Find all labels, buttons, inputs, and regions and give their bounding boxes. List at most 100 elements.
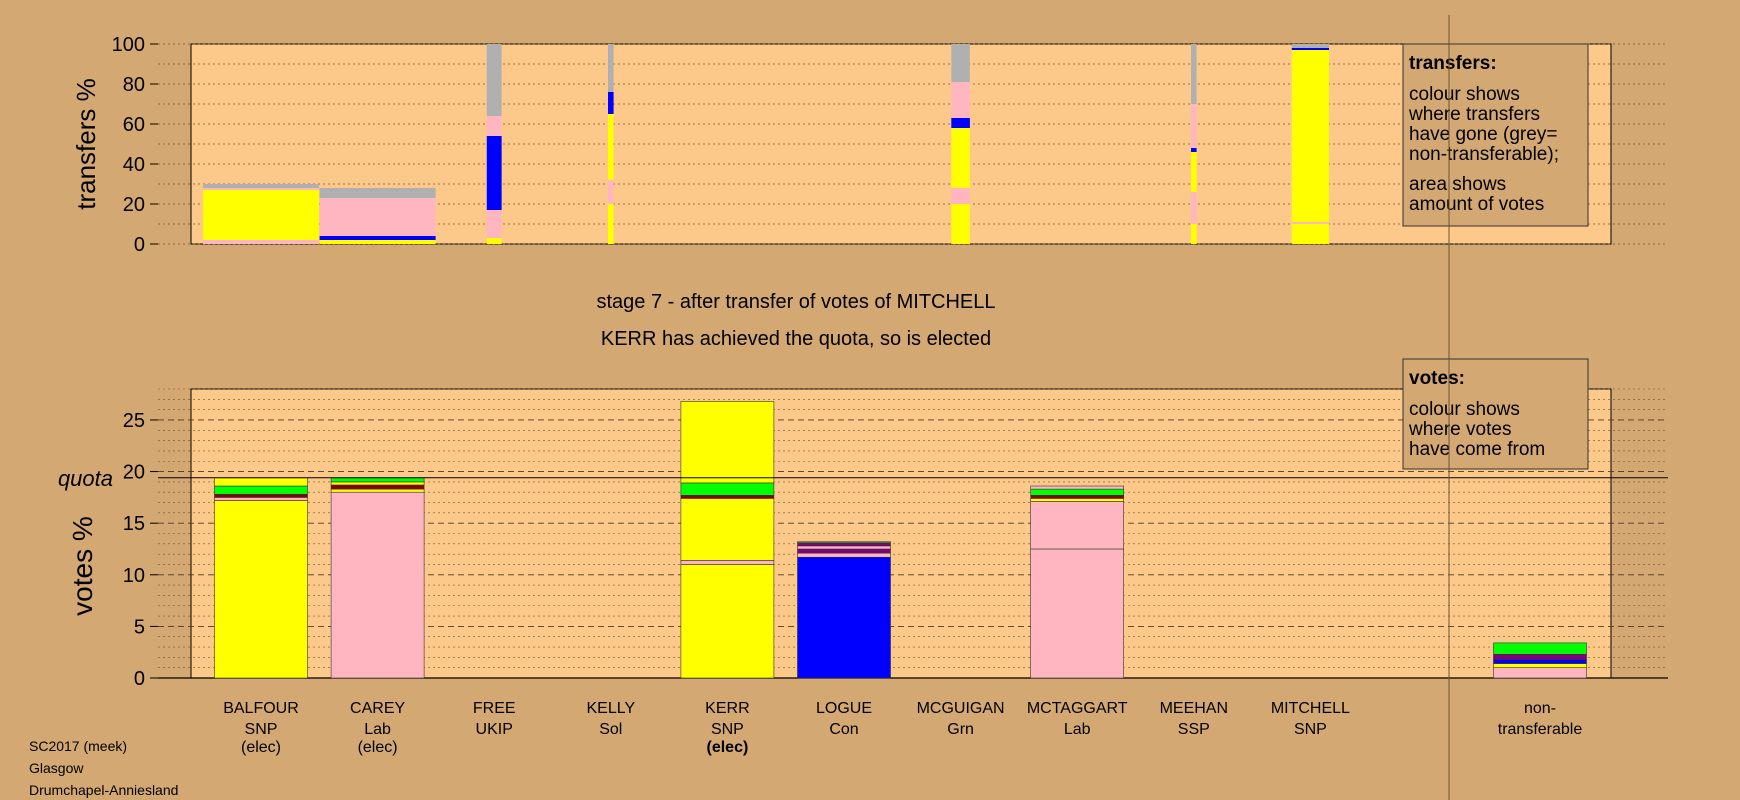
vote-segment (680, 498, 775, 561)
vote-segment (680, 482, 775, 496)
vote-segment (214, 477, 308, 487)
votes-legend-line: have come from (1409, 439, 1545, 460)
vote-segment (1030, 485, 1124, 490)
transfers-legend: transfers: colour shows where transfers … (1402, 43, 1589, 227)
vote-segment (797, 552, 891, 558)
votes-legend-line: where votes (1408, 419, 1511, 440)
transfer-segment (1291, 222, 1329, 224)
transfer-segment (608, 92, 614, 114)
candidate-party: UKIP (476, 721, 513, 738)
nontransferable-label-line: non- (1524, 700, 1556, 717)
transfer-segment (486, 116, 502, 136)
vote-segment (797, 548, 891, 554)
nontransferable-label: non- transferable (1498, 700, 1583, 738)
candidate-party: Con (829, 721, 858, 738)
transfer-segment (486, 210, 502, 238)
transfer-segment (1191, 148, 1197, 152)
transfers-tick-label: 80 (123, 74, 145, 96)
votes-tick-label: 20 (123, 462, 145, 484)
vote-segment (330, 488, 425, 493)
votes-tick-label: 5 (134, 616, 145, 638)
transfers-tick-label: 40 (123, 154, 145, 176)
candidate-party: SSP (1178, 721, 1210, 738)
footer-council: Glasgow (29, 760, 84, 776)
candidate-name: KERR (705, 700, 749, 717)
candidate-party: Grn (947, 721, 974, 738)
candidate-name: CAREY (350, 700, 405, 717)
candidate-labels: BALFOURSNP(elec)CAREYLab(elec)FREEUKIPKE… (223, 700, 1350, 756)
vote-segment (680, 560, 775, 565)
candidate-party: SNP (245, 721, 278, 738)
votes-tick-label: 15 (123, 513, 145, 535)
transfer-segment (319, 198, 436, 236)
candidate-name: KELLY (586, 700, 635, 717)
transfers-legend-box (1402, 43, 1589, 227)
vote-segment (797, 541, 891, 544)
transfer-segment (1291, 44, 1329, 48)
transfer-segment (486, 44, 502, 116)
vote-segment (330, 484, 425, 490)
candidate-name: LOGUE (816, 700, 872, 717)
transfer-segment (203, 184, 319, 188)
stage-caption: stage 7 - after transfer of votes of MIT… (596, 291, 995, 313)
votes-legend-line: colour shows (1409, 399, 1520, 420)
quota-label: quota (58, 466, 113, 491)
vote-segment (214, 497, 308, 501)
vote-segment (797, 542, 891, 547)
transfer-segment (608, 114, 614, 180)
candidate-name: MCGUIGAN (917, 700, 1005, 717)
transfer-segment (951, 44, 970, 82)
vote-segment (680, 564, 775, 679)
transfers-legend-title: transfers: (1409, 53, 1497, 74)
candidate-name: BALFOUR (223, 700, 299, 717)
transfer-segment (203, 240, 319, 244)
transfer-segment (1191, 224, 1197, 244)
transfers-legend-line: where transfers (1408, 104, 1540, 125)
candidate-name: MITCHELL (1271, 700, 1350, 717)
transfer-segment (608, 44, 614, 92)
votes-tick-label: 10 (123, 565, 145, 587)
transfer-segment (951, 118, 970, 128)
transfer-segment (203, 190, 319, 240)
elected-caption: KERR has achieved the quota, so is elect… (601, 328, 991, 350)
transfers-panel: 0 20 40 60 80 100 transfers % (71, 34, 1668, 256)
votes-legend-box (1402, 358, 1589, 470)
transfer-segment (1291, 50, 1329, 222)
transfer-segment (608, 204, 614, 244)
transfers-legend-line: non-transferable); (1409, 144, 1559, 165)
candidate-party: Sol (599, 721, 622, 738)
votes-axis-label: votes % (67, 516, 98, 616)
candidate-name: MEEHAN (1160, 700, 1228, 717)
vote-segment (214, 485, 308, 495)
transfer-segment (319, 236, 436, 240)
candidate-party: Lab (1064, 721, 1091, 738)
transfers-legend-line: amount of votes (1409, 194, 1544, 215)
transfer-segment (486, 136, 502, 210)
candidate-status: (elec) (707, 739, 749, 756)
transfer-segment (608, 180, 614, 204)
transfer-segment (951, 128, 970, 188)
candidate-party: SNP (1294, 721, 1327, 738)
vote-segment (1030, 498, 1124, 502)
transfers-legend-line: area shows (1409, 174, 1506, 195)
candidate-status: (elec) (241, 739, 281, 756)
footer-ward: Drumchapel-Anniesland (29, 782, 178, 798)
candidate-status: (elec) (358, 739, 398, 756)
vote-segment (1493, 642, 1587, 655)
vote-segment (797, 545, 891, 550)
transfer-segment (486, 238, 502, 244)
vote-segment (680, 401, 775, 484)
vote-segment (214, 500, 308, 679)
votes-legend-title: votes: (1409, 368, 1465, 389)
transfer-segment (319, 188, 436, 198)
candidate-party: SNP (711, 721, 744, 738)
transfer-segment (951, 82, 970, 118)
vote-segment (1493, 653, 1587, 660)
votes-legend: votes: colour shows where votes have com… (1402, 358, 1589, 470)
vote-segment (1493, 663, 1587, 668)
transfer-segment (1191, 104, 1197, 148)
transfers-tick-label: 60 (123, 114, 145, 136)
nontransferable-label-line: transferable (1498, 721, 1583, 738)
transfer-segment (203, 188, 319, 190)
